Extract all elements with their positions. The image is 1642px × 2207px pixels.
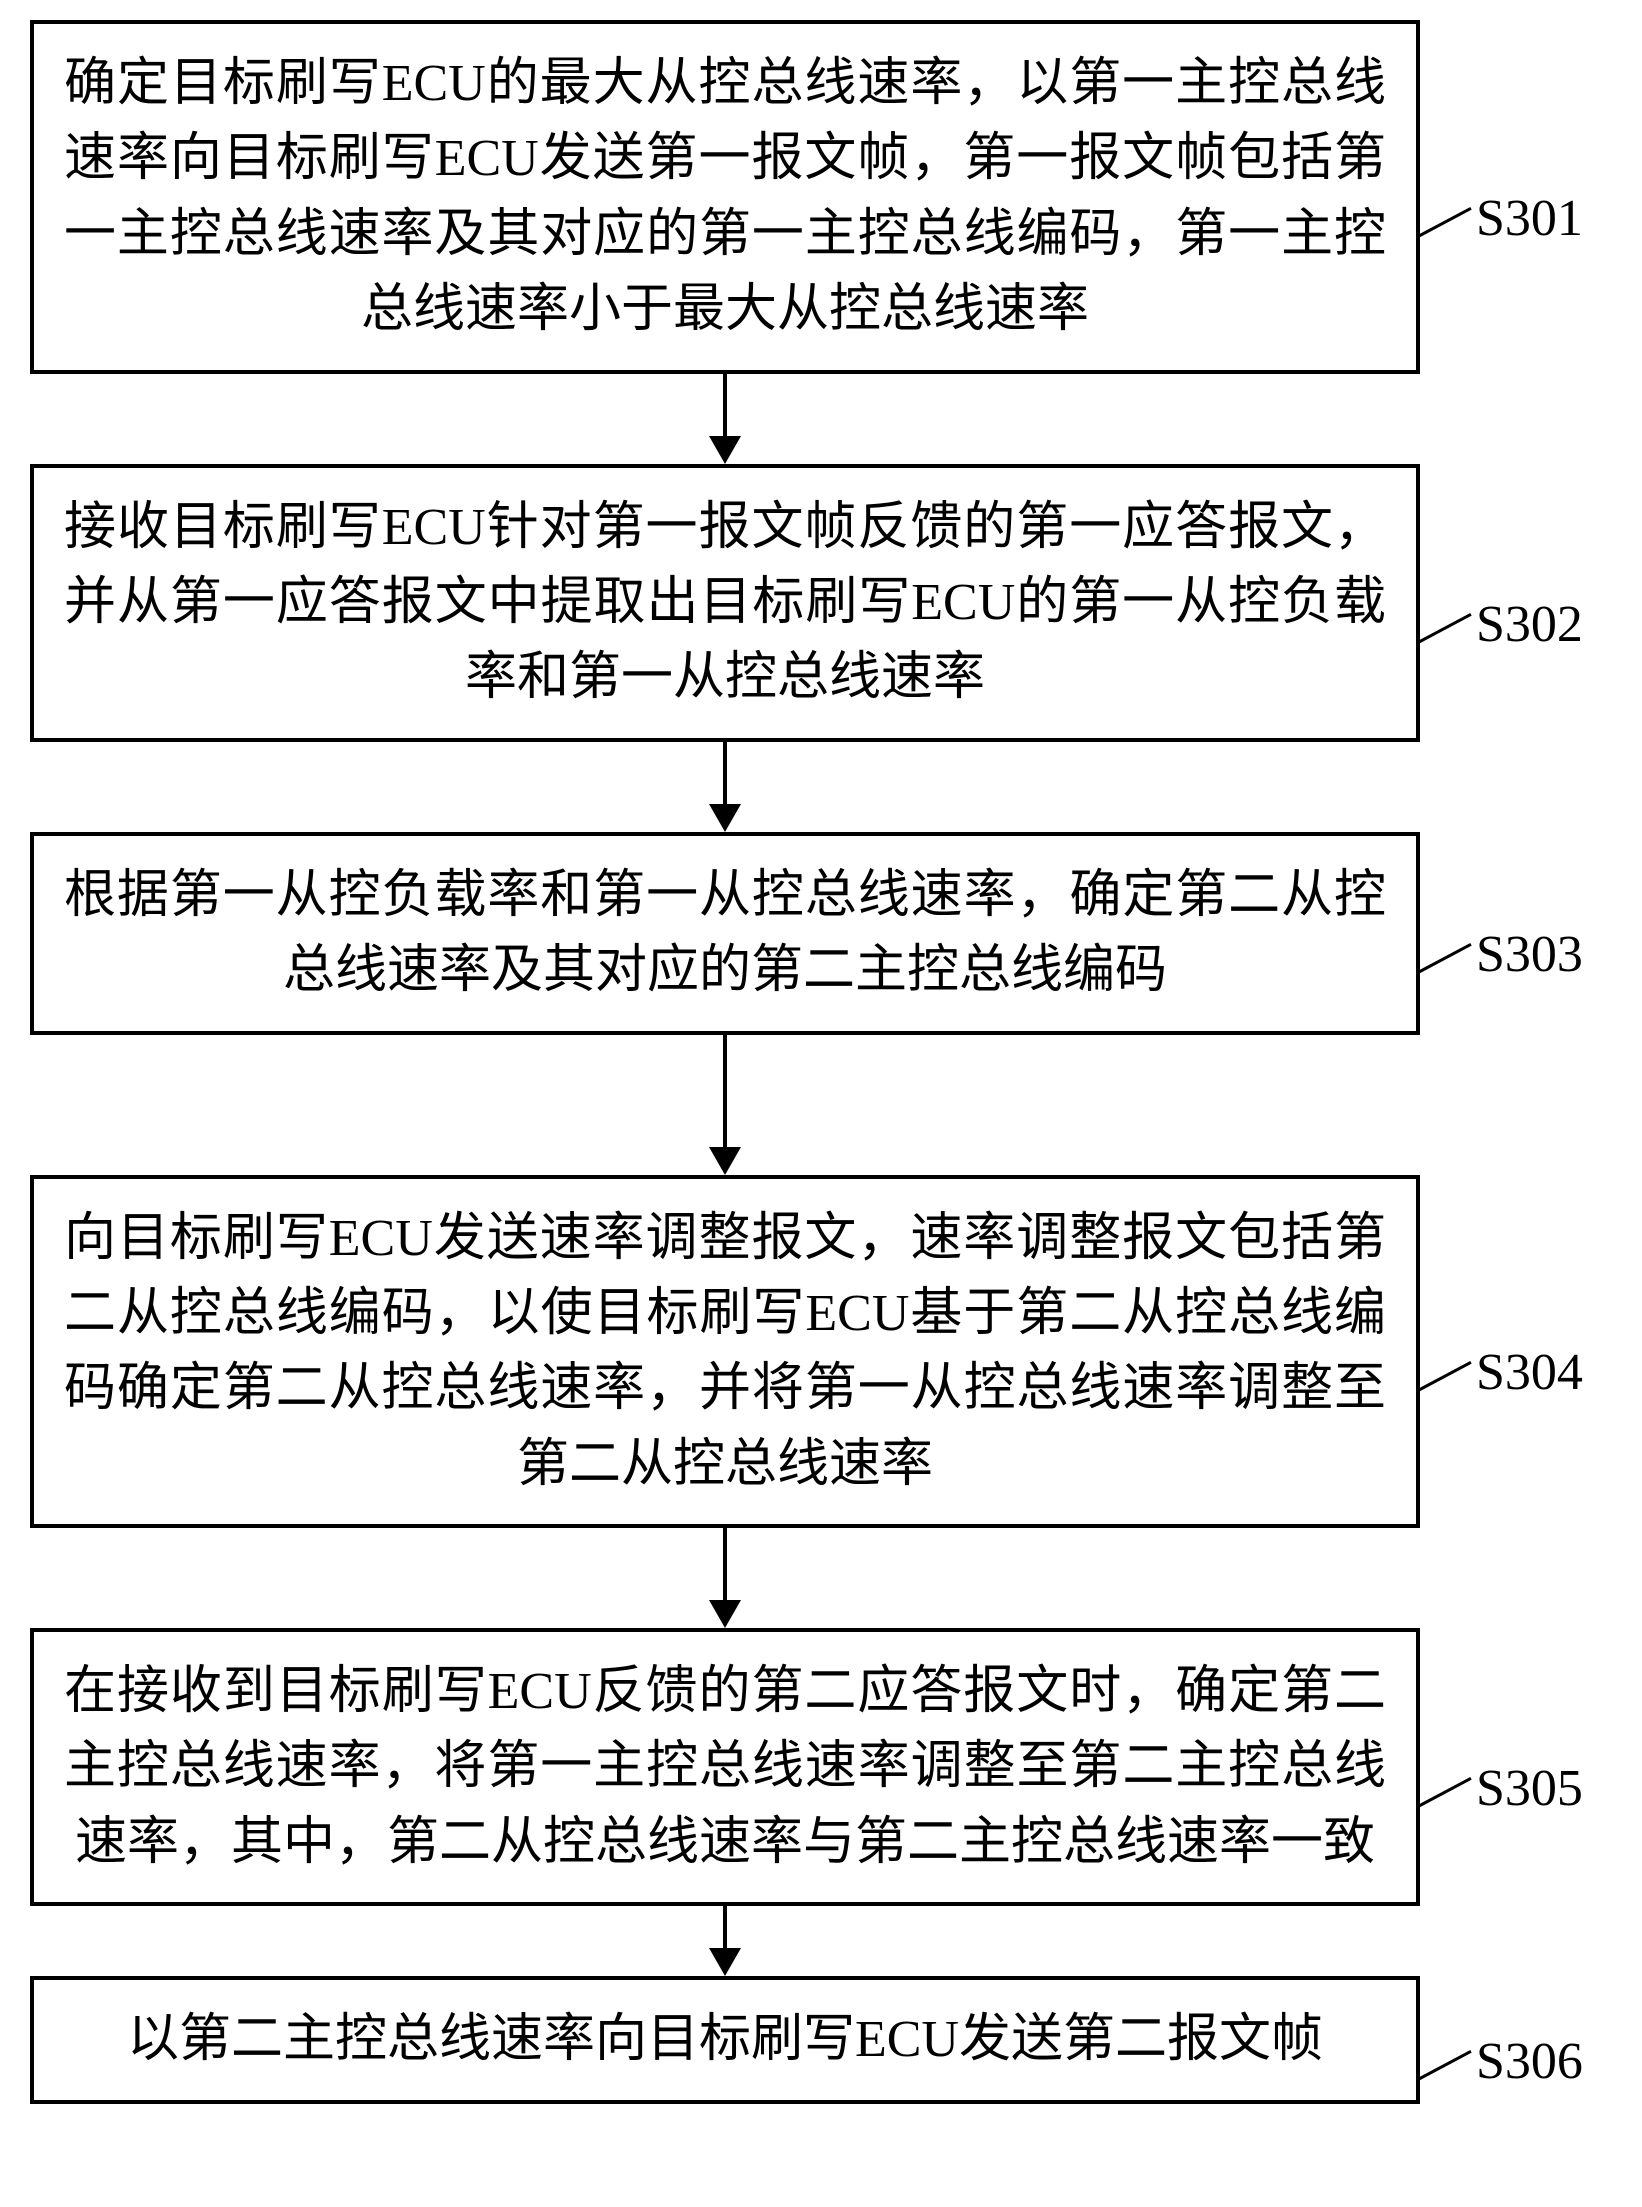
arrow-head-icon (709, 1147, 741, 1175)
lead-line (1417, 207, 1471, 238)
arrow-down-icon (709, 374, 741, 464)
step-label-s305: S305 (1476, 1759, 1583, 1818)
step-label-s302: S302 (1476, 595, 1583, 654)
arrow-line (723, 1528, 727, 1600)
step-box-s304: 向目标刷写ECU发送速率调整报文，速率调整报文包括第二从控总线编码，以使目标刷写… (30, 1175, 1420, 1529)
arrow-line (723, 1035, 727, 1147)
step-row-s305: 在接收到目标刷写ECU反馈的第二应答报文时，确定第二主控总线速率，将第一主控总线… (30, 1628, 1610, 1906)
step-row-s304: 向目标刷写ECU发送速率调整报文，速率调整报文包括第二从控总线编码，以使目标刷写… (30, 1175, 1610, 1529)
step-box-s302: 接收目标刷写ECU针对第一报文帧反馈的第一应答报文，并从第一应答报文中提取出目标… (30, 464, 1420, 742)
arrow-line (723, 742, 727, 804)
step-row-s301: 确定目标刷写ECU的最大从控总线速率，以第一主控总线速率向目标刷写ECU发送第一… (30, 20, 1610, 374)
arrow-down-icon (709, 742, 741, 832)
step-label-s304: S304 (1476, 1343, 1583, 1402)
flowchart-container: 确定目标刷写ECU的最大从控总线速率，以第一主控总线速率向目标刷写ECU发送第一… (30, 20, 1610, 2104)
step-row-s306: 以第二主控总线速率向目标刷写ECU发送第二报文帧 S306 (30, 1976, 1610, 2103)
arrow-head-icon (709, 804, 741, 832)
lead-line (1417, 2050, 1471, 2081)
step-label-s301: S301 (1476, 189, 1583, 248)
step-box-s306: 以第二主控总线速率向目标刷写ECU发送第二报文帧 (30, 1976, 1420, 2103)
step-box-s301: 确定目标刷写ECU的最大从控总线速率，以第一主控总线速率向目标刷写ECU发送第一… (30, 20, 1420, 374)
step-row-s302: 接收目标刷写ECU针对第一报文帧反馈的第一应答报文，并从第一应答报文中提取出目标… (30, 464, 1610, 742)
arrow-head-icon (709, 1600, 741, 1628)
lead-line (1417, 1361, 1471, 1392)
arrow-down-icon (709, 1528, 741, 1628)
arrow-line (723, 374, 727, 436)
arrow-head-icon (709, 1948, 741, 1976)
step-row-s303: 根据第一从控负载率和第一从控总线速率，确定第二从控总线速率及其对应的第二主控总线… (30, 832, 1610, 1035)
arrow-line (723, 1906, 727, 1948)
arrow-head-icon (709, 436, 741, 464)
lead-line (1417, 613, 1471, 644)
step-label-s306: S306 (1476, 2032, 1583, 2091)
step-box-s303: 根据第一从控负载率和第一从控总线速率，确定第二从控总线速率及其对应的第二主控总线… (30, 832, 1420, 1035)
lead-line (1417, 1777, 1471, 1808)
step-box-s305: 在接收到目标刷写ECU反馈的第二应答报文时，确定第二主控总线速率，将第一主控总线… (30, 1628, 1420, 1906)
arrow-down-icon (709, 1035, 741, 1175)
step-label-s303: S303 (1476, 925, 1583, 984)
lead-line (1417, 943, 1471, 974)
arrow-down-icon (709, 1906, 741, 1976)
